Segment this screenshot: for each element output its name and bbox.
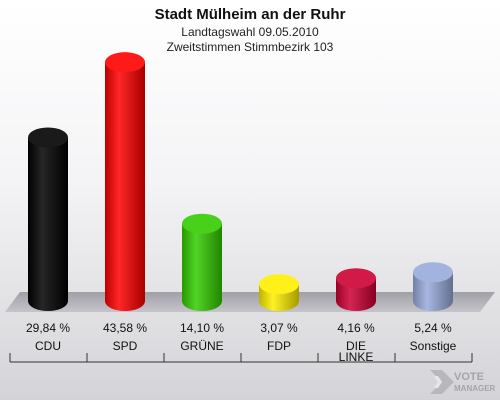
bar-top bbox=[182, 213, 222, 234]
category-label: DIE bbox=[346, 339, 366, 353]
bar-top bbox=[413, 262, 453, 283]
bar-body bbox=[413, 272, 453, 311]
category-label: SPD bbox=[113, 339, 138, 353]
watermark-vote-text: VOTE bbox=[454, 371, 484, 383]
bar-4 bbox=[259, 274, 299, 311]
watermark-manager-text: MANAGER bbox=[454, 384, 496, 393]
category-label: LINKE bbox=[339, 350, 374, 364]
value-label: 3,07 % bbox=[260, 321, 298, 335]
value-label: 43,58 % bbox=[103, 321, 147, 335]
value-label: 14,10 % bbox=[180, 321, 224, 335]
bar-1 bbox=[28, 127, 68, 311]
category-label: Sonstige bbox=[410, 339, 457, 353]
bars-layer bbox=[28, 52, 453, 312]
vote-manager-logo-icon bbox=[430, 370, 454, 394]
value-label: 5,24 % bbox=[414, 321, 452, 335]
bar-top bbox=[259, 274, 299, 295]
chart-subtitle-district: Zweitstimmen Stimmbezirk 103 bbox=[167, 40, 334, 54]
bar-top bbox=[336, 268, 376, 289]
category-label: CDU bbox=[35, 339, 61, 353]
bar-2 bbox=[105, 52, 145, 312]
category-label: FDP bbox=[267, 339, 291, 353]
chart-subtitle-date: Landtagswahl 09.05.2010 bbox=[181, 25, 319, 39]
value-label: 29,84 % bbox=[26, 321, 70, 335]
vote-manager-watermark: VOTE MANAGER bbox=[428, 366, 498, 398]
bar-6 bbox=[413, 262, 453, 311]
value-label: 4,16 % bbox=[337, 321, 375, 335]
chart-title: Stadt Mülheim an der Ruhr bbox=[155, 6, 346, 23]
bar-3 bbox=[182, 213, 222, 311]
category-label: GRÜNE bbox=[180, 339, 223, 353]
bar-5 bbox=[336, 268, 376, 311]
bar-body bbox=[182, 223, 222, 311]
bar-top bbox=[28, 127, 68, 148]
category-axis bbox=[9, 353, 473, 363]
labels-layer: 29,84 % CDU 43,58 % SPD 14,10 % GRÜNE 3,07 % FD… bbox=[26, 321, 457, 364]
bar-body bbox=[105, 62, 145, 312]
bar-top bbox=[105, 52, 145, 73]
bar-body bbox=[28, 137, 68, 311]
